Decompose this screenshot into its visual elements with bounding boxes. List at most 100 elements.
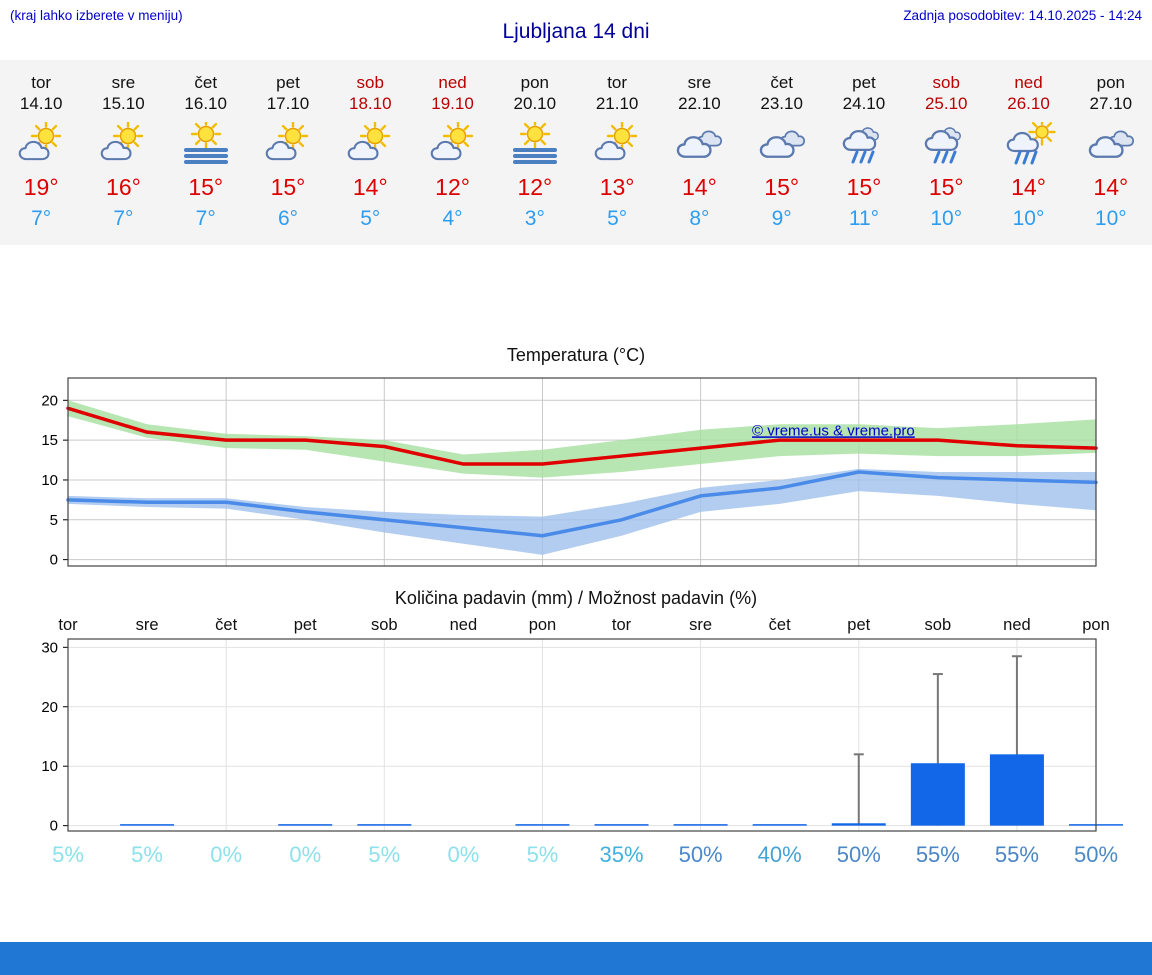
- precip-bar: [278, 824, 333, 826]
- precip-bar: [515, 824, 570, 826]
- low-temp: 5°: [607, 207, 628, 230]
- high-temp: 12°: [517, 174, 553, 200]
- high-temp: 16°: [106, 174, 141, 200]
- watermark-link[interactable]: © vreme.us & vreme.pro: [752, 422, 915, 439]
- precip-probability: 55%: [995, 842, 1039, 867]
- low-temp: 10°: [1094, 207, 1127, 230]
- low-temp: 7°: [31, 207, 52, 230]
- forecast-day: pet 24.10 15° 11°: [823, 72, 905, 245]
- high-temp: 14°: [682, 174, 717, 200]
- precip-chart-title: Količina padavin (mm) / Možnost padavin …: [394, 588, 758, 608]
- forecast-day: sre 22.10 14° 8°: [658, 72, 740, 245]
- low-temp: 6°: [277, 207, 299, 230]
- last-updated: Zadnja posodobitev: 14.10.2025 - 14:24: [903, 8, 1142, 23]
- high-temp: 14°: [352, 174, 388, 200]
- precip-bar: [752, 824, 807, 826]
- precip-day-label: ned: [450, 616, 478, 634]
- location-note: (kraj lahko izberete v meniju): [10, 8, 183, 23]
- date-label: 19.10: [431, 94, 474, 113]
- sun-cloud-weather-icon: [14, 120, 68, 166]
- low-temp: 7°: [195, 207, 216, 230]
- sun-cloud-weather-icon: [426, 120, 480, 166]
- svg-text:0: 0: [50, 818, 58, 835]
- spacer: [0, 245, 1152, 345]
- low-temp: 11°: [848, 207, 880, 230]
- precip-day-label: ned: [1003, 616, 1031, 634]
- day-label: pon: [520, 73, 550, 92]
- high-temp: 15°: [270, 174, 306, 200]
- temp-chart-title: Temperatura (°C): [506, 345, 646, 365]
- forecast-strip: tor 14.10 19° 7° sre 15.10 16° 7° čet 16.10 15° 7° p…: [0, 60, 1152, 245]
- precip-day-label: pet: [847, 616, 870, 634]
- svg-text:20: 20: [41, 392, 58, 409]
- high-temp: 15°: [846, 174, 882, 200]
- precip-probability: 35%: [600, 842, 644, 867]
- min-temp-line: [66, 470, 1098, 538]
- rain-weather-icon: [919, 122, 973, 166]
- precip-day-label: čet: [769, 616, 791, 634]
- precip-day-label: tor: [612, 616, 632, 634]
- low-temp: 5°: [360, 207, 381, 230]
- precip-probability: 5%: [52, 842, 84, 867]
- svg-text:5: 5: [50, 512, 58, 529]
- date-label: 24.10: [842, 94, 886, 113]
- forecast-day: pon 20.10 12° 3°: [494, 72, 576, 245]
- date-label: 14.10: [19, 94, 63, 113]
- svg-text:10: 10: [41, 472, 58, 489]
- rain-weather-icon: [837, 122, 891, 166]
- low-temp: 3°: [524, 207, 545, 230]
- precip-bar: [673, 824, 728, 826]
- precip-bar: [120, 824, 175, 826]
- page-title: Ljubljana 14 dni: [502, 20, 650, 43]
- svg-text:10: 10: [41, 758, 58, 775]
- sun-cloud-weather-icon: [261, 120, 315, 166]
- forecast-day: čet 23.10 15° 9°: [741, 72, 823, 245]
- rain-sun-weather-icon: [1002, 118, 1056, 166]
- precip-probability: 5%: [527, 842, 559, 867]
- day-label: sob: [932, 73, 960, 92]
- low-temp: 4°: [442, 207, 463, 230]
- precip-probability: 55%: [916, 842, 960, 867]
- date-label: 23.10: [760, 94, 803, 113]
- day-label: čet: [194, 73, 218, 92]
- date-label: 18.10: [348, 94, 392, 113]
- precip-day-label: pet: [294, 616, 317, 634]
- precip-day-label: pon: [1082, 616, 1110, 634]
- precip-probability: 5%: [368, 842, 400, 867]
- date-label: 22.10: [678, 94, 721, 113]
- date-label: 17.10: [266, 94, 310, 113]
- svg-text:20: 20: [41, 699, 58, 716]
- cloudy-weather-icon: [1084, 122, 1138, 166]
- low-temp: 10°: [1012, 207, 1045, 230]
- forecast-day: tor 21.10 13° 5°: [576, 72, 658, 245]
- day-label: ned: [438, 73, 467, 92]
- low-temp: 9°: [771, 207, 792, 230]
- high-temp: 14°: [1093, 174, 1129, 200]
- forecast-day: pet 17.10 15° 6°: [247, 72, 329, 245]
- day-label: sre: [111, 73, 136, 92]
- forecast-day: sob 25.10 15° 10°: [905, 72, 987, 245]
- precip-day-label: čet: [215, 616, 237, 634]
- day-label: sob: [356, 73, 384, 92]
- svg-text:15: 15: [41, 432, 58, 449]
- max-temp-line: [66, 406, 1098, 466]
- high-temp: 12°: [435, 174, 470, 200]
- date-label: 21.10: [595, 94, 639, 113]
- date-label: 15.10: [102, 94, 145, 113]
- precip-probability: 50%: [837, 842, 881, 867]
- low-temp: 7°: [113, 207, 134, 230]
- sun-cloud-weather-icon: [343, 120, 397, 166]
- min-temp-range: [68, 468, 1096, 555]
- cloudy-weather-icon: [755, 122, 809, 166]
- temperature-chart: 0 5 10 15 20 © vreme.us & vreme.pro: [41, 377, 1098, 569]
- forecast-day: tor 14.10 19° 7°: [0, 72, 82, 245]
- day-label: tor: [31, 73, 52, 92]
- precip-day-label: sob: [371, 616, 398, 634]
- day-label: pet: [276, 73, 300, 92]
- precip-probability: 50%: [679, 842, 723, 867]
- precip-bar: [989, 754, 1044, 826]
- fog-sun-weather-icon: [179, 118, 233, 166]
- date-label: 20.10: [513, 94, 557, 113]
- high-temp: 13°: [599, 174, 635, 200]
